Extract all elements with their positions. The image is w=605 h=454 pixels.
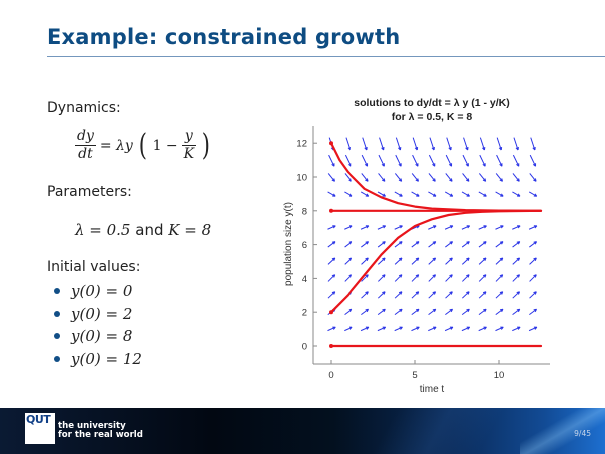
footer-banner: QUT the university for the real world 9/… bbox=[0, 408, 605, 454]
capacity-fraction: y K bbox=[181, 128, 197, 162]
tagline: the university for the real world bbox=[58, 422, 143, 440]
equation-inner-one: 1 − bbox=[152, 137, 178, 154]
svg-text:5: 5 bbox=[412, 370, 417, 381]
lambda-value: λ = 0.5 bbox=[75, 221, 131, 239]
parameters-values: λ = 0.5 and K = 8 bbox=[75, 221, 211, 239]
bullet-icon bbox=[54, 310, 60, 317]
tagline-line-2: for the real world bbox=[58, 430, 143, 440]
and-word: and bbox=[135, 221, 164, 239]
x-ticks: 0 5 10 bbox=[328, 360, 504, 381]
list-item: y(0) = 2 bbox=[52, 303, 142, 326]
bullet-icon bbox=[54, 333, 60, 340]
svg-text:10: 10 bbox=[494, 370, 505, 381]
svg-text:10: 10 bbox=[296, 173, 307, 184]
svg-text:12: 12 bbox=[296, 139, 307, 150]
tagline-line-1: the university bbox=[58, 421, 126, 431]
svg-text:0: 0 bbox=[302, 342, 307, 353]
solution-curves bbox=[329, 141, 543, 348]
equation-rhs-prefix: = λy bbox=[99, 137, 133, 154]
list-item: y(0) = 0 bbox=[52, 280, 142, 303]
left-paren: ( bbox=[138, 127, 147, 163]
bullet-icon bbox=[54, 355, 60, 362]
qut-logo: QUT bbox=[25, 413, 55, 444]
title-divider bbox=[47, 56, 605, 57]
page-indicator: 9/45 bbox=[574, 429, 591, 438]
direction-field bbox=[327, 137, 538, 332]
k-value: K = 8 bbox=[168, 221, 212, 239]
y-axis-label: population size y(t) bbox=[283, 202, 294, 286]
footer-decoration bbox=[305, 408, 605, 454]
solution-curve bbox=[329, 142, 543, 212]
chart-subtitle: for λ = 0.5, K = 8 bbox=[392, 111, 473, 123]
dynamics-label: Dynamics: bbox=[47, 100, 121, 116]
initial-values-label: Initial values: bbox=[47, 259, 141, 275]
right-paren: ) bbox=[201, 127, 211, 163]
derivative-fraction: dy dt bbox=[75, 128, 96, 162]
svg-text:6: 6 bbox=[302, 240, 307, 251]
logo-text: QUT bbox=[26, 413, 51, 426]
initial-values-list: y(0) = 0 y(0) = 2 y(0) = 8 y(0) = 12 bbox=[52, 280, 142, 370]
bullet-icon bbox=[54, 288, 60, 295]
list-item: y(0) = 8 bbox=[52, 325, 142, 348]
slide-title: Example: constrained growth bbox=[47, 25, 401, 49]
chart-title: solutions to dy/dt = λ y (1 - y/K) bbox=[354, 97, 509, 109]
x-axis-label: time t bbox=[420, 384, 445, 395]
footer-decoration bbox=[520, 408, 605, 454]
svg-text:4: 4 bbox=[302, 274, 307, 285]
dynamics-equation: dy dt = λy ( 1 − y K ) bbox=[75, 128, 212, 163]
svg-text:8: 8 bbox=[302, 206, 307, 217]
y-ticks: 0 2 4 6 8 10 12 bbox=[296, 139, 317, 353]
svg-text:0: 0 bbox=[328, 370, 333, 381]
parameters-label: Parameters: bbox=[47, 184, 132, 200]
svg-text:2: 2 bbox=[302, 308, 307, 319]
list-item: y(0) = 12 bbox=[52, 348, 142, 371]
